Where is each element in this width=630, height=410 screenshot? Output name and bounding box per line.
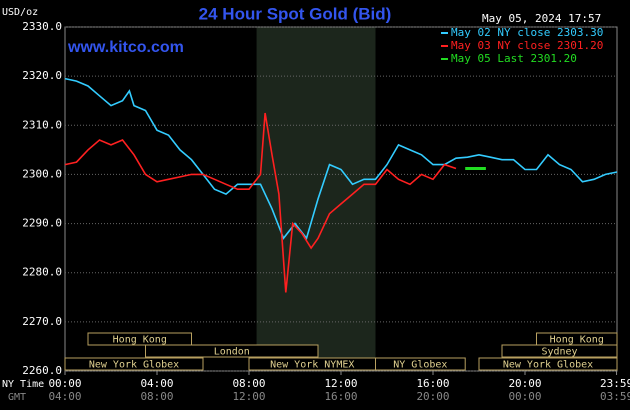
x-tick-label: 16:00 xyxy=(416,377,449,390)
gmt-tick-label: 03:59 xyxy=(600,390,630,403)
y-tick-label: 2270.0 xyxy=(22,315,62,328)
session-label: NY Globex xyxy=(393,360,447,371)
session-label: New York NYMEX xyxy=(270,360,354,371)
session-box xyxy=(64,357,204,371)
session-box xyxy=(478,357,618,371)
gmt-tick-label: 08:00 xyxy=(140,390,173,403)
session-label: Hong Kong xyxy=(113,335,167,346)
gmt-tick-label: 12:00 xyxy=(232,390,265,403)
price-line xyxy=(64,112,457,293)
y-unit: USD/oz xyxy=(2,7,38,18)
gmt-tick-label: 20:00 xyxy=(416,390,449,403)
x-row-label: NY Time xyxy=(2,379,44,390)
session-box xyxy=(145,344,319,358)
website: www.kitco.com xyxy=(67,39,184,56)
x-tick-label: 20:00 xyxy=(508,377,541,390)
session-label: London xyxy=(214,347,250,358)
y-tick-label: 2310.0 xyxy=(22,118,62,131)
session-label: Hong Kong xyxy=(550,335,604,346)
y-tick-label: 2300.0 xyxy=(22,167,62,180)
gmt-tick-label: 16:00 xyxy=(324,390,357,403)
x-row-label: GMT xyxy=(8,392,26,403)
y-tick-label: 2330.0 xyxy=(22,20,62,33)
x-tick-label: 04:00 xyxy=(140,377,173,390)
legend-label: May 03 NY close 2301.20 xyxy=(451,39,603,52)
y-tick-label: 2290.0 xyxy=(22,217,62,230)
gmt-tick-label: 04:00 xyxy=(48,390,81,403)
y-tick-label: 2260.0 xyxy=(22,364,62,377)
x-tick-label: 23:59 xyxy=(600,377,630,390)
y-tick-label: 2280.0 xyxy=(22,266,62,279)
timestamp: May 05, 2024 17:57 xyxy=(482,12,601,25)
price-line xyxy=(64,77,618,241)
y-tick-label: 2320.0 xyxy=(22,69,62,82)
session-box xyxy=(87,332,192,346)
gmt-tick-label: 00:00 xyxy=(508,390,541,403)
legend-label: May 05 Last 2301.20 xyxy=(451,52,577,65)
session-label: Sydney xyxy=(541,347,577,358)
session-box xyxy=(375,357,466,371)
nymex-shade xyxy=(256,27,376,371)
legend-label: May 02 NY close 2303.30 xyxy=(451,26,603,39)
chart-title: 24 Hour Spot Gold (Bid) xyxy=(199,4,392,23)
session-label: New York Globex xyxy=(89,360,179,371)
session-label: New York Globex xyxy=(503,360,593,371)
x-tick-label: 12:00 xyxy=(324,377,357,390)
x-tick-label: 08:00 xyxy=(232,377,265,390)
x-tick-label: 00:00 xyxy=(48,377,81,390)
session-box xyxy=(501,344,618,358)
